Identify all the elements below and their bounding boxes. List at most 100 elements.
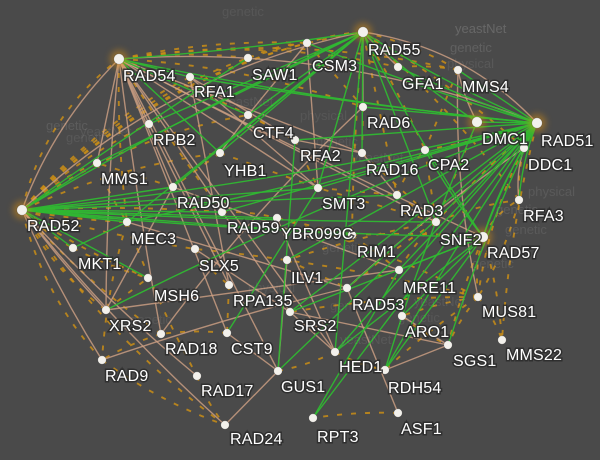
edge-HED1-RDH54[interactable] [334,351,386,371]
edge-RAD55-DMC1[interactable] [362,31,478,123]
node-MKT1[interactable] [68,243,78,253]
edge-RAD52-SMT3[interactable] [21,187,319,211]
node-SRS2[interactable] [285,307,295,317]
edge-MUS81-RDH54[interactable] [384,296,479,371]
edge-RAD52-MKT1[interactable] [21,209,74,249]
edge-RAD55-MMS1[interactable] [96,31,364,164]
edge-RAD57-RDH54[interactable] [384,236,484,371]
edge-RAD52-MSH6[interactable] [21,209,149,279]
edge-RAD18-RAD9[interactable] [101,333,162,361]
edge-MUS81-SGS1[interactable] [447,296,479,346]
edge-RPT3-MRE11[interactable] [312,269,400,419]
node-MEC3[interactable] [122,217,132,227]
edge-RAD16-RAD3[interactable] [361,152,398,196]
edge-RAD52-RAD59[interactable] [21,206,223,213]
edge-RAD54-SRS2[interactable] [118,58,291,313]
edge-RAD51-RAD52[interactable] [21,122,538,211]
edge-RAD52-RAD57[interactable] [21,209,484,238]
edge-RAD54-CTF4[interactable] [118,58,249,116]
edge-RFA1-SMT3[interactable] [189,76,319,189]
edge-SMT3-RAD3[interactable] [317,187,398,196]
edge-RAD55-HED1[interactable] [334,31,364,353]
edge-RAD55-RIM1[interactable] [351,31,364,236]
edge-SGS1-SRS2[interactable] [289,311,449,346]
node-MMS1[interactable] [92,158,102,168]
edge-RAD51-RFA3[interactable] [518,122,538,201]
node-RPT3[interactable] [308,413,318,423]
node-RAD24[interactable] [220,420,230,430]
edge-RAD55-SMT3[interactable] [317,31,364,189]
node-YHB1[interactable] [215,148,225,158]
node-CPA2[interactable] [420,145,430,155]
node-DDC1[interactable] [519,143,529,153]
edge-YHB1-RAD50[interactable] [172,152,221,188]
edge-RAD57-ARO1[interactable] [401,236,484,317]
edge-SNF2-RFA3[interactable] [435,199,520,223]
edge-RAD54-MMS4[interactable] [118,47,459,71]
node-ILV1[interactable] [282,255,292,265]
edge-RAD51-MMS4[interactable] [457,69,538,124]
edge-RFA2-RAD16[interactable] [294,139,363,154]
node-CSM3[interactable] [302,38,312,48]
edge-HED1-SRS2[interactable] [289,311,336,353]
node-RIM1[interactable] [347,230,357,240]
edge-RAD55-RAD57[interactable] [362,31,484,238]
node-RAD9[interactable] [97,355,107,365]
edge-RAD52-RIM1[interactable] [21,209,353,236]
edge-RAD52-RAD24[interactable] [21,209,226,426]
edge-RAD57-SRS2[interactable] [289,236,484,313]
node-MUS81[interactable] [473,292,483,302]
edge-RAD51-MEC3[interactable] [126,122,538,223]
edge-RIM1-MRE11[interactable] [351,234,400,271]
node-ASF1[interactable] [393,408,403,418]
edge-RAD57-CPA2[interactable] [424,149,484,238]
edge-RAD52-SNF2[interactable] [21,209,437,223]
edge-SLX5-SRS2[interactable] [194,248,291,313]
edge-CST9-RAD18[interactable] [160,330,228,335]
edge-RAD55-RAD50[interactable] [172,31,364,188]
edge-RAD54-MMS1[interactable] [96,58,120,164]
node-CTF4[interactable] [243,110,253,120]
edge-RFA2-SMT3[interactable] [294,139,319,189]
edge-RAD53-MEC3[interactable] [126,221,348,289]
edge-RAD54-CST9[interactable] [118,58,228,334]
edge-RAD57-DDC1[interactable] [482,147,525,238]
node-SMT3[interactable] [313,183,323,193]
node-SGS1[interactable] [443,340,453,350]
edge-RAD54-RFA1[interactable] [118,58,191,78]
edge-RAD54-GFA1[interactable] [118,48,399,68]
node-RAD59[interactable] [217,207,227,217]
edge-MUS81-SLX5[interactable] [194,248,479,298]
edge-MEC3-RAD9[interactable] [101,221,128,361]
node-RDH54[interactable] [380,365,390,375]
node-CST9[interactable] [222,328,232,338]
edge-RAD55-CTF4[interactable] [247,31,364,116]
edge-RAD52-MKT1[interactable] [21,209,74,249]
node-RAD6[interactable] [358,102,368,112]
edge-RAD51-RPT3[interactable] [312,122,538,419]
edge-RFA1-RFA2[interactable] [189,76,296,141]
edge-CSM3-CTF4[interactable] [247,42,308,116]
node-RFA3[interactable] [514,195,524,205]
edge-RAD53-RAD9[interactable] [101,287,348,361]
edge-DMC1-RDH54[interactable] [384,121,478,371]
edge-RAD54-XRS2[interactable] [105,58,120,311]
edge-RAD9-RAD24[interactable] [101,359,226,426]
edge-RAD55-SNF2[interactable] [362,31,437,223]
edge-RAD51-SRS2[interactable] [289,122,538,313]
node-RFA1[interactable] [185,72,195,82]
edge-RAD54-HED1[interactable] [118,58,336,353]
edge-RAD52-RAD54[interactable] [21,58,120,211]
edge-RAD50-MMS1[interactable] [96,162,174,188]
edge-RAD52-XRS2[interactable] [21,209,107,311]
edge-RAD3-CPA2[interactable] [396,149,426,196]
node-GUS1[interactable] [273,366,283,376]
edge-RAD54-YHB1[interactable] [118,58,221,154]
edge-RAD51-XRS2[interactable] [105,122,538,311]
node-RFA2[interactable] [290,135,300,145]
edge-RAD55-CPA2[interactable] [362,31,426,151]
node-RAD16[interactable] [357,148,367,158]
node-RAD53[interactable] [342,283,352,293]
edge-GUS1-HED1[interactable] [277,351,336,372]
edge-RAD55-RAD51[interactable] [362,31,538,124]
